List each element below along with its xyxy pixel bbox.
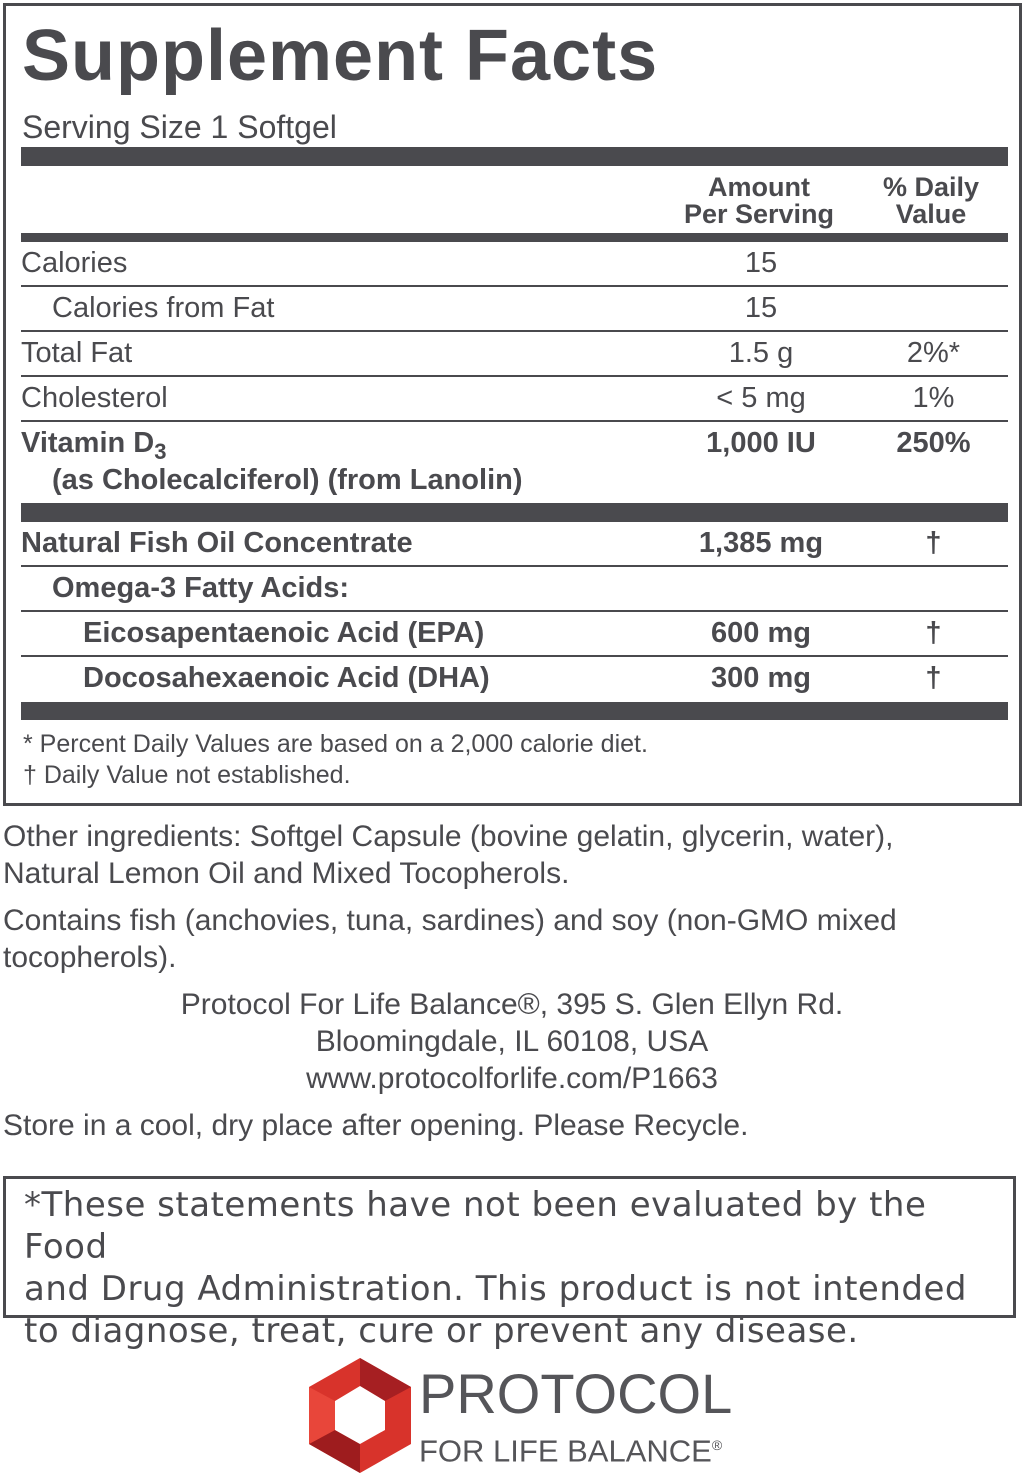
vitamin-subscript: 3	[154, 438, 167, 464]
row-name: Calories	[21, 247, 128, 279]
table-row: Calories 15	[21, 242, 1008, 287]
row-dv: 2%*	[906, 337, 961, 369]
footnote: † Daily Value not established.	[23, 761, 351, 789]
website-link: www.protocolforlife.com/P1663	[306, 1062, 718, 1095]
allergen-statement: Contains fish (anchovies, tuna, sardines…	[3, 902, 1023, 976]
row-dv: †	[925, 527, 942, 559]
divider	[21, 702, 1008, 720]
row-name: Cholesterol	[21, 382, 168, 414]
row-name: Docosahexaenoic Acid (DHA)	[83, 662, 490, 694]
table-row: Calories from Fat 15	[21, 287, 1008, 332]
other-ingredients: Other ingredients: Softgel Capsule (bovi…	[3, 818, 1023, 892]
text-line: and Drug Administration. This product is…	[24, 1269, 967, 1309]
text-line: Natural Lemon Oil and Mixed Tocopherols.	[3, 857, 570, 890]
amount-header: Amount Per Serving	[654, 174, 864, 228]
logo-tagline: FOR LIFE BALANCE	[419, 1433, 712, 1469]
text-line: Contains fish (anchovies, tuna, sardines…	[3, 904, 897, 937]
panel-title: Supplement Facts	[22, 16, 659, 96]
row-name: Vitamin D3	[21, 427, 166, 465]
dv-header-2: Value	[895, 199, 967, 229]
serving-size: Serving Size 1 Softgel	[22, 109, 337, 145]
row-dv: 1%	[912, 382, 955, 414]
vitamin-name: Vitamin D	[21, 427, 155, 459]
row-amount: 1,385 mg	[698, 527, 824, 559]
row-amount: 15	[744, 247, 778, 279]
row-name: Omega-3 Fatty Acids:	[52, 572, 350, 604]
row-dv: 250%	[896, 427, 971, 459]
row-amount: 1.5 g	[728, 337, 794, 369]
dv-header: % Daily Value	[856, 174, 1006, 228]
row-name: Eicosapentaenoic Acid (EPA)	[83, 617, 485, 649]
row-amount: 600 mg	[711, 617, 811, 649]
amount-header-1: Amount	[708, 172, 810, 202]
address-line: Bloomingdale, IL 60108, USA	[315, 1025, 709, 1058]
amount-header-2: Per Serving	[683, 199, 835, 229]
row-name: Total Fat	[21, 337, 133, 369]
row-dv: †	[925, 617, 942, 649]
storage-instructions: Store in a cool, dry place after opening…	[3, 1109, 749, 1142]
address: Protocol For Life Balance®, 395 S. Glen …	[0, 986, 1024, 1097]
divider	[21, 147, 1008, 166]
table-row: Docosahexaenoic Acid (DHA) 300 mg †	[21, 657, 1008, 702]
row-name-detail: (as Cholecalciferol) (from Lanolin)	[52, 464, 523, 496]
text-line: Other ingredients: Softgel Capsule (bovi…	[3, 820, 894, 853]
row-name: Natural Fish Oil Concentrate	[21, 527, 413, 559]
text-line: *These statements have not been evaluate…	[24, 1185, 927, 1267]
dv-header-1: % Daily	[882, 172, 980, 202]
hexagon-logo-icon	[309, 1358, 411, 1473]
row-amount: 300 mg	[711, 662, 811, 694]
registered-mark: ®	[711, 1437, 723, 1453]
table-row: Vitamin D3 (as Cholecalciferol) (from La…	[21, 422, 1008, 503]
address-line: Protocol For Life Balance®, 395 S. Glen …	[180, 988, 844, 1021]
table-row: Natural Fish Oil Concentrate 1,385 mg †	[21, 522, 1008, 567]
table-row: Cholesterol < 5 mg 1%	[21, 377, 1008, 422]
row-amount: < 5 mg	[716, 382, 806, 414]
fda-disclaimer: *These statements have not been evaluate…	[3, 1176, 1016, 1351]
row-dv: †	[925, 662, 942, 694]
text-line: tocopherols).	[3, 941, 177, 974]
table-row: Total Fat 1.5 g 2%*	[21, 332, 1008, 377]
logo-wordmark: PROTOCOL	[419, 1362, 733, 1425]
divider	[21, 503, 1008, 522]
text-line: to diagnose, treat, cure or prevent any …	[24, 1311, 859, 1351]
row-amount: 1,000 IU	[706, 427, 816, 459]
divider	[21, 233, 1008, 242]
footnote: * Percent Daily Values are based on a 2,…	[23, 730, 648, 758]
row-name: Calories from Fat	[52, 292, 275, 324]
row-amount: 15	[744, 292, 778, 324]
table-row: Omega-3 Fatty Acids:	[21, 567, 1008, 612]
supplement-facts-panel: Supplement Facts Serving Size 1 Softgel …	[3, 3, 1022, 806]
table-row: Eicosapentaenoic Acid (EPA) 600 mg †	[21, 612, 1008, 657]
